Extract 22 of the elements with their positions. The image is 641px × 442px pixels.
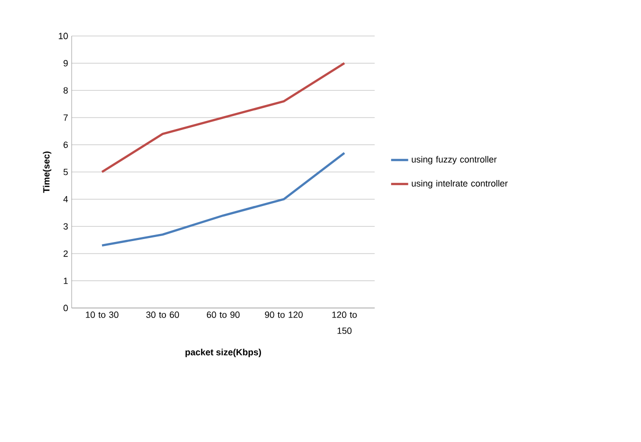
x-tick-label: 120 to 150 [332,312,357,334]
y-tick-label: 0 [64,304,68,312]
y-axis-title: Time(sec) [42,152,52,193]
x-axis-title: packet size(Kbps) [186,348,262,358]
legend-label: using intelrate controller [412,180,508,188]
y-tick-label: 1 [64,278,68,284]
y-tick-label: 9 [64,60,68,66]
x-tick-label: 90 to 120 [264,312,303,318]
legend-label: using fuzzy controller [412,156,497,164]
y-tick-label: 5 [64,168,68,176]
y-tick-label: 8 [64,87,68,94]
line-series [100,152,346,247]
y-tick-label: 2 [64,250,68,257]
line-series [100,62,346,174]
y-tick-label: 6 [64,142,68,148]
x-tick-label: 60 to 90 [206,312,240,318]
y-tick-label: 7 [64,114,68,121]
y-tick-label: 10 [58,32,68,40]
y-tick-label: 3 [64,223,68,230]
y-tick-label: 4 [63,196,68,202]
x-tick-label: 10 to 30 [86,312,118,318]
x-tick-label: 30 to 60 [146,312,180,318]
